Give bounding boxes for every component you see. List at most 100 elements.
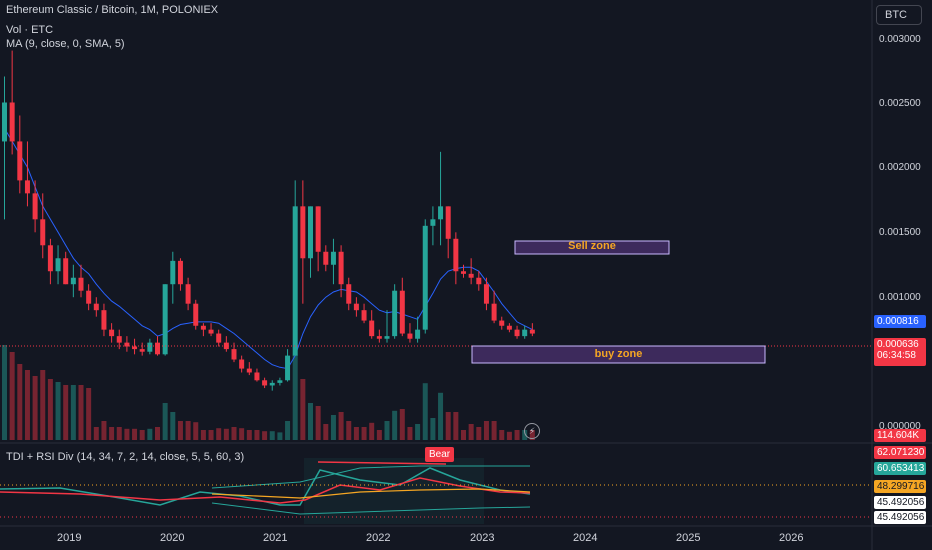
volume-bar [116,427,122,440]
candle-body [32,193,38,220]
volume-bar [392,410,398,440]
bar-countdown: 06:34:58 [877,350,916,361]
time-label-2020: 2020 [160,532,185,544]
volume-bar [70,385,76,440]
candle-body [292,206,298,356]
candle-body [216,333,222,343]
candle-body [177,260,183,285]
candle-body [438,206,444,220]
candle-body [369,320,375,337]
volume-bar [506,431,512,440]
candle-body [353,303,359,311]
candle-body [231,349,237,360]
tdi-badge-4: 45.492056 [874,496,926,509]
candle-body [262,380,268,386]
candle-body [483,284,489,304]
buy-zone-label[interactable]: buy zone [594,348,643,360]
indicator-legend[interactable]: TDI + RSI Div (14, 34, 7, 2, 14, close, … [6,451,245,463]
candle-body [63,258,69,285]
volume-bar [2,345,7,440]
volume-bar [453,412,459,440]
price-tick-0.002: 0.002000 [879,162,921,173]
volume-bar [323,424,329,440]
volume-bar [200,430,206,440]
volume-bar [223,428,229,440]
candle-body [24,180,30,194]
volume-bar [101,421,107,440]
volume-bar [514,430,520,440]
last-price-badge: 0.000636 06:34:58 [874,338,926,366]
candle-body [147,342,153,352]
candle-body [277,380,283,383]
volume-bar [254,430,260,440]
price-tick-0.003: 0.003000 [879,34,921,45]
lightning-icon[interactable]: ⚡ [524,423,540,439]
volume-bar [361,427,367,440]
volume-bar [47,379,53,440]
volume-bar [285,421,291,440]
volume-legend[interactable]: Vol · ETC [6,24,54,36]
volume-bar [369,422,375,440]
candle-body [529,329,535,334]
candle-body [86,290,92,304]
volume-bar [300,379,306,440]
time-label-2024: 2024 [573,532,598,544]
candle-body [399,290,405,334]
buy-zone-box[interactable] [471,345,766,364]
moving-average-line [4,128,533,370]
sell-zone-label[interactable]: Sell zone [568,240,616,252]
volume-bar [162,403,168,440]
volume-bar [155,427,160,440]
candle-body [315,206,321,252]
candle-body [47,245,53,272]
ma-value-badge: 0.000816 [874,315,926,328]
volume-bar [262,431,268,440]
volume-bar [461,430,466,440]
volume-bar [338,412,344,440]
candle-body [124,342,130,347]
volume-bar [9,352,15,440]
volume-bar [40,370,46,440]
candle-body [514,329,520,337]
candle-body [376,336,382,339]
tdi-badge-5: 45.492056 [874,511,926,524]
price-tick-0: 0.000000 [879,421,921,432]
candle-body [330,251,336,265]
symbol-title[interactable]: Ethereum Classic / Bitcoin, 1M, POLONIEX [6,4,219,16]
volume-bar [330,415,336,440]
volume-bar [17,364,23,440]
tdi-rsi-line [0,467,531,506]
candle-body [285,355,291,381]
candle-body [185,284,191,304]
tdi-badge-3: 48.299716 [874,480,926,493]
candle-body [461,271,466,274]
volume-bar [476,427,482,440]
candle-body [9,102,15,142]
time-label-2025: 2025 [676,532,701,544]
volume-bar [353,427,359,440]
time-label-2019: 2019 [57,532,82,544]
candle-body [40,219,46,246]
candle-body [55,258,61,272]
volume-bar [430,418,436,440]
volume-bar [231,427,237,440]
candle-body [323,251,329,265]
volume-bar [147,428,153,440]
candlesticks [2,50,535,391]
candle-body [193,303,199,326]
candle-body [139,349,145,352]
candle-body [384,336,390,339]
time-label-2022: 2022 [366,532,391,544]
ma-legend[interactable]: MA (9, close, 0, SMA, 5) [6,38,125,50]
candle-body [200,325,206,330]
volume-bar [124,428,130,440]
tdi-bear-divergence-line [317,461,447,465]
candle-body [415,329,421,339]
volume-bar [399,409,405,440]
tdi-indicator [0,458,531,524]
currency-button[interactable]: BTC [876,5,922,25]
sell-zone-box[interactable] [514,240,670,255]
time-label-2023: 2023 [470,532,495,544]
candle-body [17,141,23,181]
